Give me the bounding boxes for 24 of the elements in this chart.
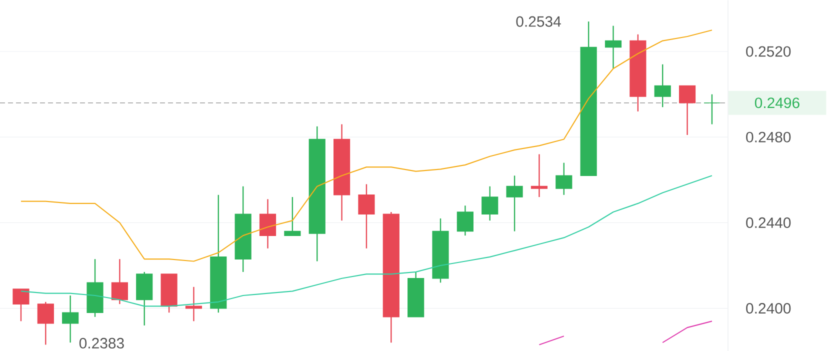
y-tick-label: 0.2480 — [746, 132, 791, 142]
candlestick — [556, 162, 572, 196]
candlestick — [482, 186, 498, 222]
candlestick — [506, 175, 523, 232]
candlestick — [62, 294, 79, 344]
candlestick — [358, 184, 375, 249]
annotation: 0.2534 — [516, 16, 561, 27]
candlestick — [37, 301, 54, 346]
ref-line-label: 0.2496 — [754, 98, 800, 108]
candlestick — [12, 288, 30, 322]
candlestick — [678, 85, 696, 136]
candlestick — [456, 204, 474, 236]
candlestick — [530, 154, 548, 198]
candlestick — [604, 25, 622, 70]
y-tick-label: 0.2400 — [746, 303, 791, 314]
line-series — [20, 30, 713, 262]
candlestick — [111, 258, 128, 305]
candlestick — [259, 198, 276, 249]
y-tick-label: 0.2440 — [746, 217, 791, 228]
candlestick — [704, 94, 720, 125]
candlestick — [654, 64, 671, 108]
candlestick — [284, 196, 301, 236]
annotation: 0.2383 — [79, 338, 124, 349]
y-tick-label: 0.2520 — [746, 46, 791, 57]
